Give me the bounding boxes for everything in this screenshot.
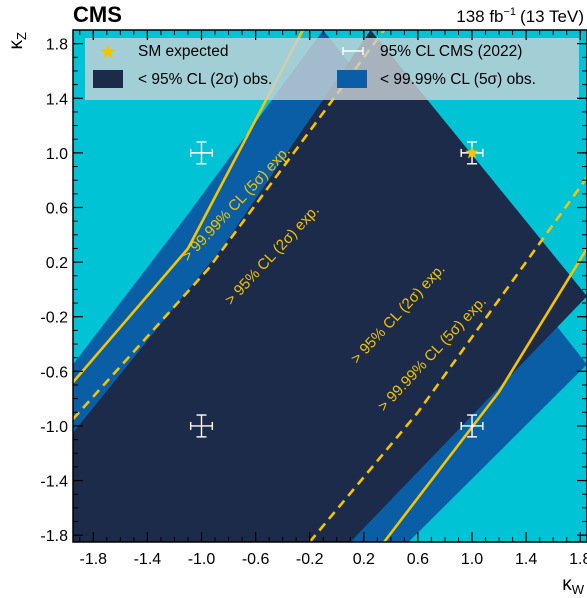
observed-regions [73,30,587,542]
x-tick-label: 1.8 [569,551,587,568]
legend-label-5sigma: < 99.99% CL (5σ) obs. [380,71,536,88]
expected-2sigma-line-2 [308,176,587,542]
cms-2022-point-3 [460,414,484,438]
y-tick-label: 1.0 [46,146,68,163]
y-axis: -1.8 -1.4 -1.0 -0.6 -0.2 0.2 0.6 1.0 1.4 1.8 [40,37,587,545]
legend-background [85,38,579,100]
y-tick-label: 0.6 [46,200,68,217]
legend-label-sm: SM expected [138,43,228,60]
cms-2022-markers [189,141,484,438]
legend-label-cms2022: 95% CL CMS (2022) [380,43,522,60]
plot-frame [72,29,587,543]
y-tick-label: -1.4 [40,474,68,491]
sm-expected-star [465,145,479,159]
legend-label-2sigma: < 95% CL (2σ) obs. [138,71,272,88]
y-axis-title: κZ [6,32,29,50]
x-tick-label: -1.4 [134,551,162,568]
y-tick-label: 1.4 [46,91,68,108]
plot-area: > 99.99% CL (5σ) exp.> 95% CL (2σ) exp.>… [73,30,587,542]
x-axis: -1.8 -1.4 -1.0 -0.6 -0.2 0.2 0.6 1.0 1.4 1.8 [79,30,587,568]
y-tick-label: -1.0 [40,419,68,436]
expected-2sigma-line-1 [73,30,386,420]
x-tick-label: -1.0 [188,551,216,568]
luminosity-label: 138 fb−1 (13 TeV) [456,6,584,26]
expected-5sigma-line-0 [73,30,305,384]
cms-2022-point-2 [189,414,214,438]
region-2sigma-obs [73,30,587,542]
expected-5sigma-line-3 [383,247,587,542]
luminosity-value: 138 fb [456,7,503,26]
legend: SM expected 95% CL CMS (2022) < 95% CL (2σ… [85,38,579,100]
x-tick-label: 1.4 [515,551,537,568]
x-tick-label: 1.0 [461,551,483,568]
legend-5sigma-swatch [337,70,367,88]
energy-label: (13 TeV) [520,7,584,26]
x-tick-label: -1.8 [80,551,108,568]
x-tick-label: 0.6 [407,551,429,568]
x-tick-label: -0.2 [296,551,324,568]
y-tick-label: 0.2 [46,255,68,272]
x-tick-label: -0.6 [242,551,270,568]
y-tick-label: -0.2 [40,310,68,327]
experiment-label: CMS [73,2,122,27]
legend-errorbar-icon [342,47,364,55]
y-tick-label: 1.8 [46,37,68,54]
x-tick-label: 0.2 [353,551,375,568]
x-axis-title: κW [562,574,585,597]
legend-2sigma-swatch [93,70,123,88]
y-tick-label: -1.8 [40,528,68,545]
expected-contours [73,30,587,542]
y-tick-label: -0.6 [40,364,68,381]
cms-2022-point-1 [189,141,214,165]
legend-star-icon [100,44,116,59]
luminosity-exponent: −1 [504,6,517,18]
